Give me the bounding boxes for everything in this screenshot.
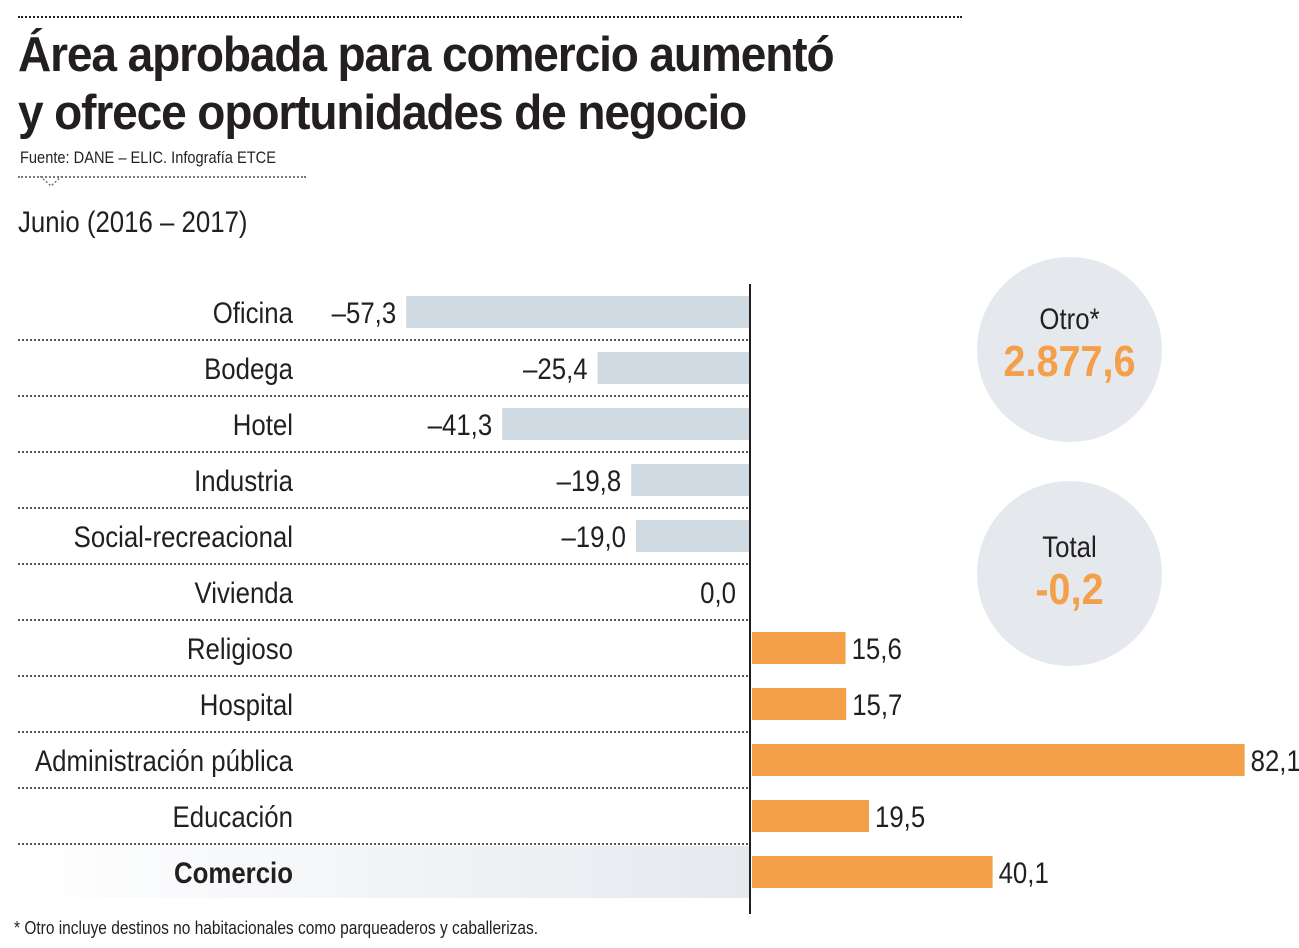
value-label: 82,1 [1251, 744, 1299, 777]
category-label: Hospital [200, 688, 293, 721]
top-rule [18, 16, 962, 18]
category-label: Social-recreacional [74, 520, 293, 553]
value-label: 19,5 [875, 800, 925, 833]
bar [502, 408, 750, 440]
footnote: * Otro incluye destinos no habitacionale… [14, 918, 539, 938]
value-label: 15,6 [852, 632, 902, 665]
category-label: Comercio [174, 856, 293, 889]
value-label: –25,4 [523, 352, 588, 385]
bar [406, 296, 750, 328]
total-label: Total [1042, 531, 1097, 564]
category-label: Administración pública [35, 744, 293, 777]
period-subtitle: Junio (2016 – 2017) [18, 206, 248, 239]
bar [752, 688, 847, 720]
source-note: Fuente: DANE – ELIC. Infografía ETCE [20, 148, 276, 167]
otro-value: 2.877,6 [1003, 337, 1136, 386]
otro-callout: Otro* 2.877,6 [977, 257, 1162, 442]
value-label: 0,0 [700, 576, 736, 609]
category-label: Vivienda [195, 576, 294, 609]
emphasis-row-bg [18, 846, 750, 898]
chart-title: Área aprobada para comercio aumentó y ofr… [18, 26, 920, 142]
value-label: 15,7 [852, 688, 902, 721]
bar [631, 464, 750, 496]
category-label: Educación [173, 800, 293, 833]
value-label: –41,3 [428, 408, 493, 441]
total-value: -0,2 [1035, 565, 1104, 614]
category-label: Hotel [233, 408, 293, 441]
title-line-1: Área aprobada para comercio aumentó [18, 28, 835, 82]
category-label: Bodega [204, 352, 293, 385]
category-label: Industria [194, 464, 293, 497]
otro-label: Otro* [1039, 303, 1100, 336]
value-label: –19,0 [561, 520, 626, 553]
total-callout: Total -0,2 [977, 481, 1162, 666]
title-line-2: y ofrece oportunidades de negocio [18, 86, 747, 140]
category-label: Religioso [187, 632, 293, 665]
source-rule [18, 176, 306, 178]
bar [752, 744, 1245, 776]
source-notch-icon [40, 176, 62, 188]
bar [752, 632, 846, 664]
value-label: –57,3 [332, 296, 397, 329]
bar [597, 352, 750, 384]
bar [636, 520, 750, 552]
value-label: 40,1 [999, 856, 1049, 889]
bar [752, 856, 993, 888]
value-label: –19,8 [557, 464, 622, 497]
bar-chart: Oficina –57,3 Bodega –25,4 Hotel –41,3 Industr… [18, 284, 1299, 914]
bar [752, 800, 869, 832]
category-label: Oficina [213, 296, 294, 329]
